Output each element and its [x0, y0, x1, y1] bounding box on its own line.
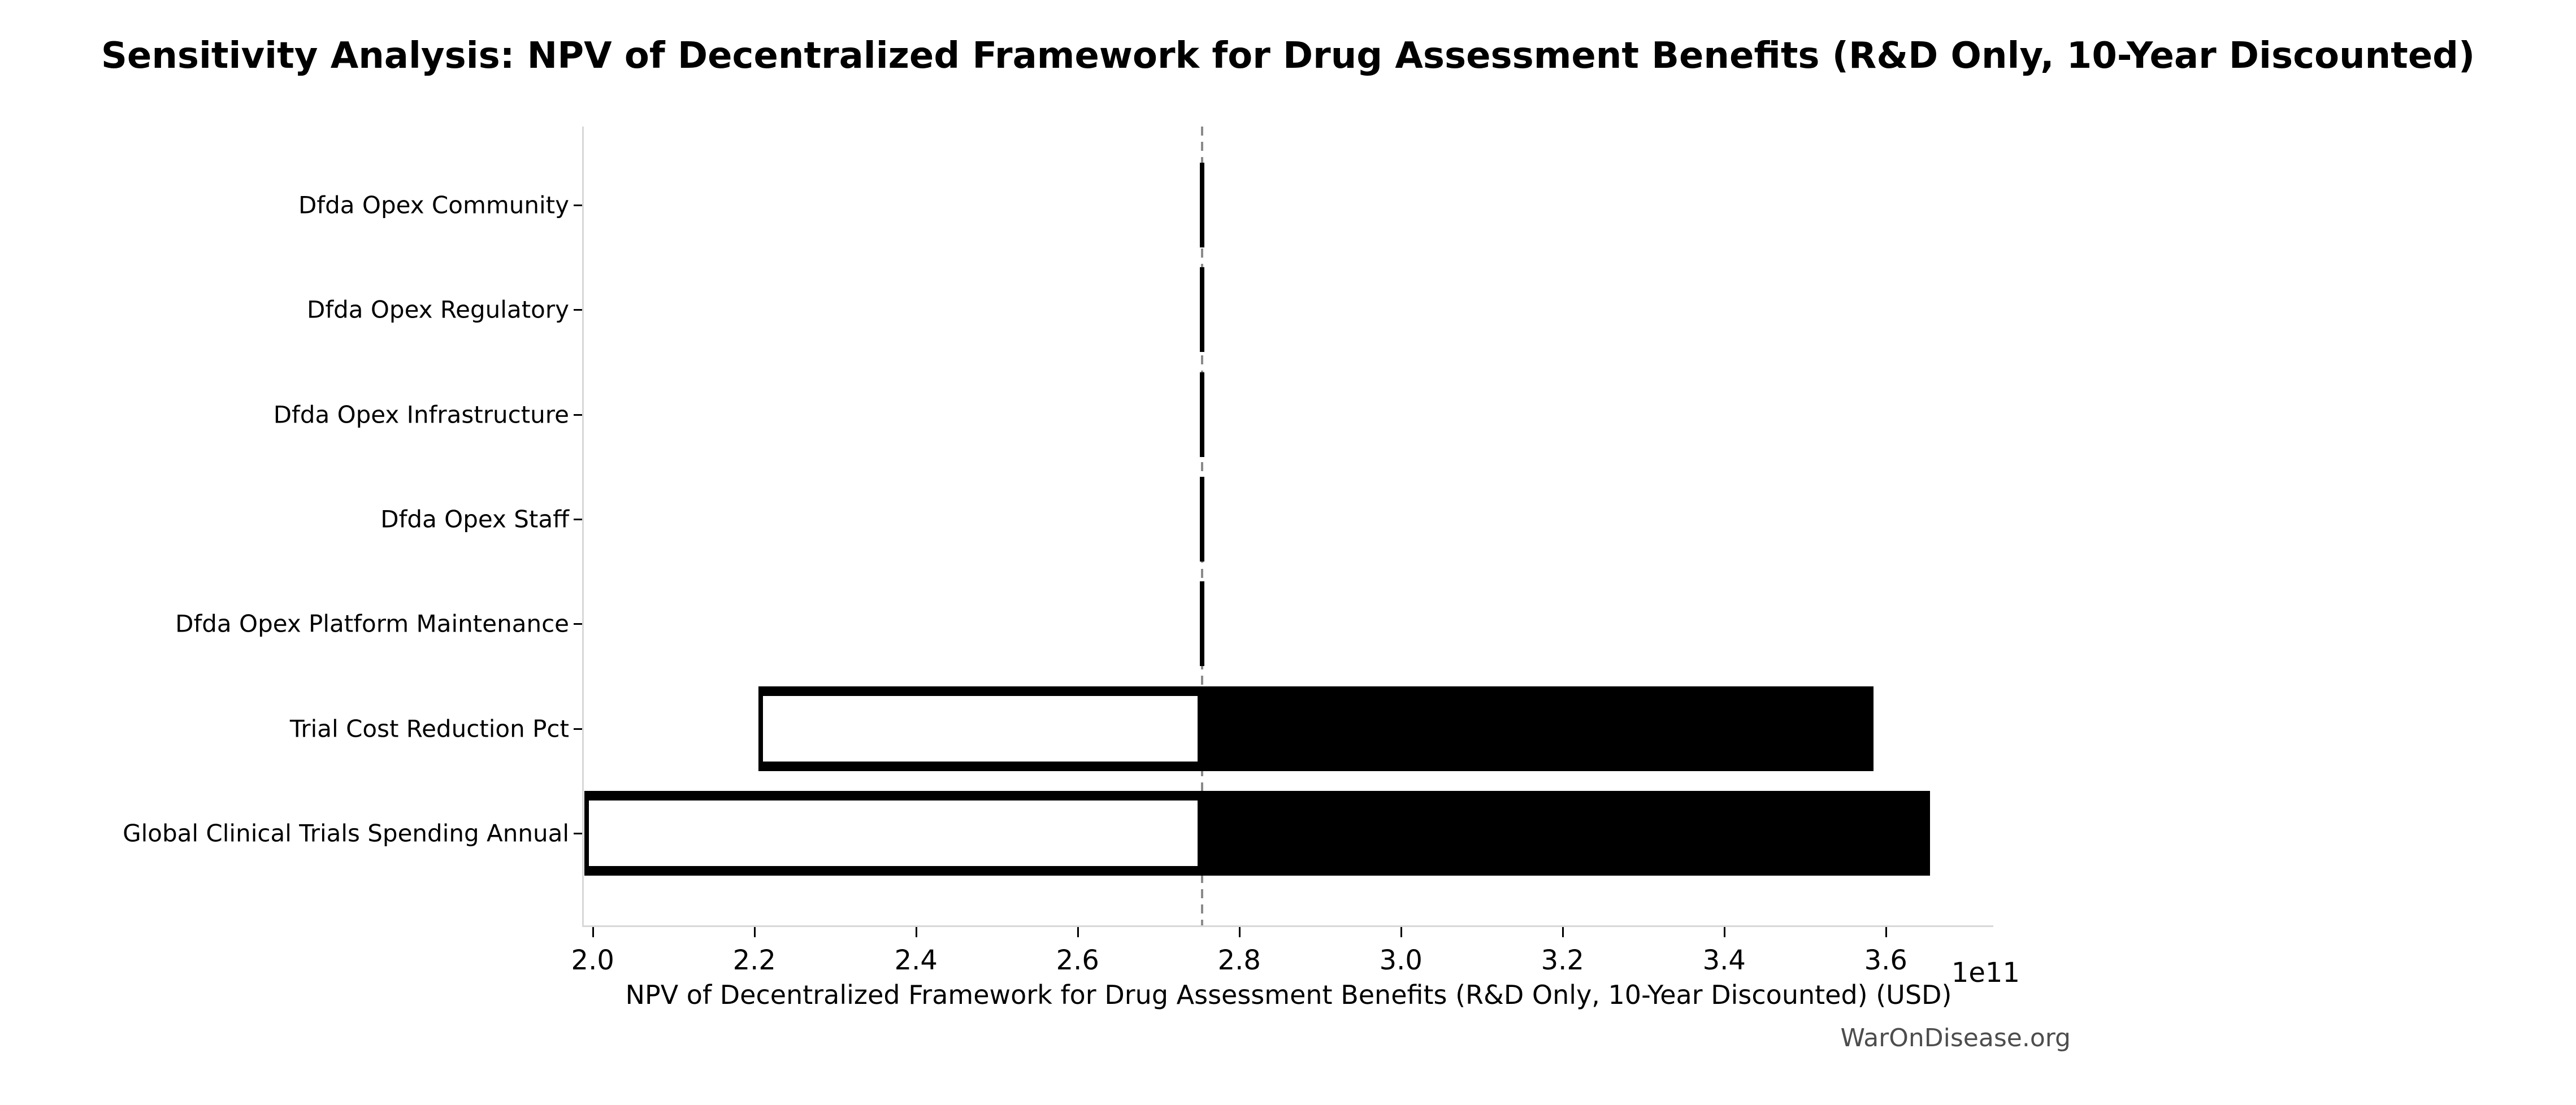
- y-axis-category-label: Global Clinical Trials Spending Annual: [123, 819, 569, 847]
- y-axis-category-label: Dfda Opex Regulatory: [306, 295, 569, 324]
- y-axis-category-label: Dfda Opex Infrastructure: [273, 401, 569, 429]
- y-tick: [574, 518, 582, 520]
- y-tick: [574, 205, 582, 206]
- x-tick: [1562, 927, 1564, 937]
- x-tick-label: 3.4: [1702, 945, 1746, 976]
- x-tick-label: 2.2: [732, 945, 776, 976]
- x-tick: [1885, 927, 1887, 937]
- tornado-bar-range: [1199, 476, 1205, 562]
- x-tick-label: 2.4: [894, 945, 938, 976]
- y-tick: [574, 623, 582, 625]
- x-tick: [1723, 927, 1725, 937]
- tornado-bar-range: [1199, 163, 1205, 247]
- tornado-bar-low-segment: [758, 691, 1202, 766]
- x-tick: [1077, 927, 1079, 937]
- x-tick: [915, 927, 917, 937]
- chart-title: Sensitivity Analysis: NPV of Decentraliz…: [101, 35, 2475, 77]
- watermark-text: WarOnDisease.org: [1840, 1024, 2071, 1052]
- x-tick-label: 2.0: [571, 945, 614, 976]
- x-tick-label: 3.2: [1541, 945, 1584, 976]
- x-tick: [1400, 927, 1402, 937]
- y-tick: [574, 728, 582, 730]
- x-tick-label: 3.6: [1864, 945, 1907, 976]
- x-axis-label: NPV of Decentralized Framework for Drug …: [625, 980, 1952, 1010]
- y-axis-category-label: Dfda Opex Staff: [380, 505, 569, 533]
- tornado-bar-range: [1199, 581, 1205, 667]
- x-axis-offset-label: 1e11: [1951, 957, 2020, 989]
- y-tick: [574, 309, 582, 311]
- y-axis-category-label: Trial Cost Reduction Pct: [289, 715, 569, 742]
- tornado-bar-range: [1199, 267, 1205, 353]
- x-tick-label: 2.6: [1056, 945, 1099, 976]
- x-tick-label: 3.0: [1379, 945, 1423, 976]
- x-tick: [753, 927, 756, 937]
- y-axis-category-label: Dfda Opex Platform Maintenance: [175, 610, 569, 638]
- y-axis-line: [582, 127, 584, 925]
- y-tick: [574, 414, 582, 416]
- x-tick: [1238, 927, 1241, 937]
- y-axis-category-label: Dfda Opex Community: [298, 191, 569, 219]
- x-tick: [592, 927, 594, 937]
- tornado-bar-low-segment: [584, 795, 1202, 871]
- x-tick-label: 2.8: [1217, 945, 1261, 976]
- tornado-bar-range: [1199, 372, 1205, 457]
- y-tick: [574, 832, 582, 834]
- x-axis-line: [582, 925, 1993, 927]
